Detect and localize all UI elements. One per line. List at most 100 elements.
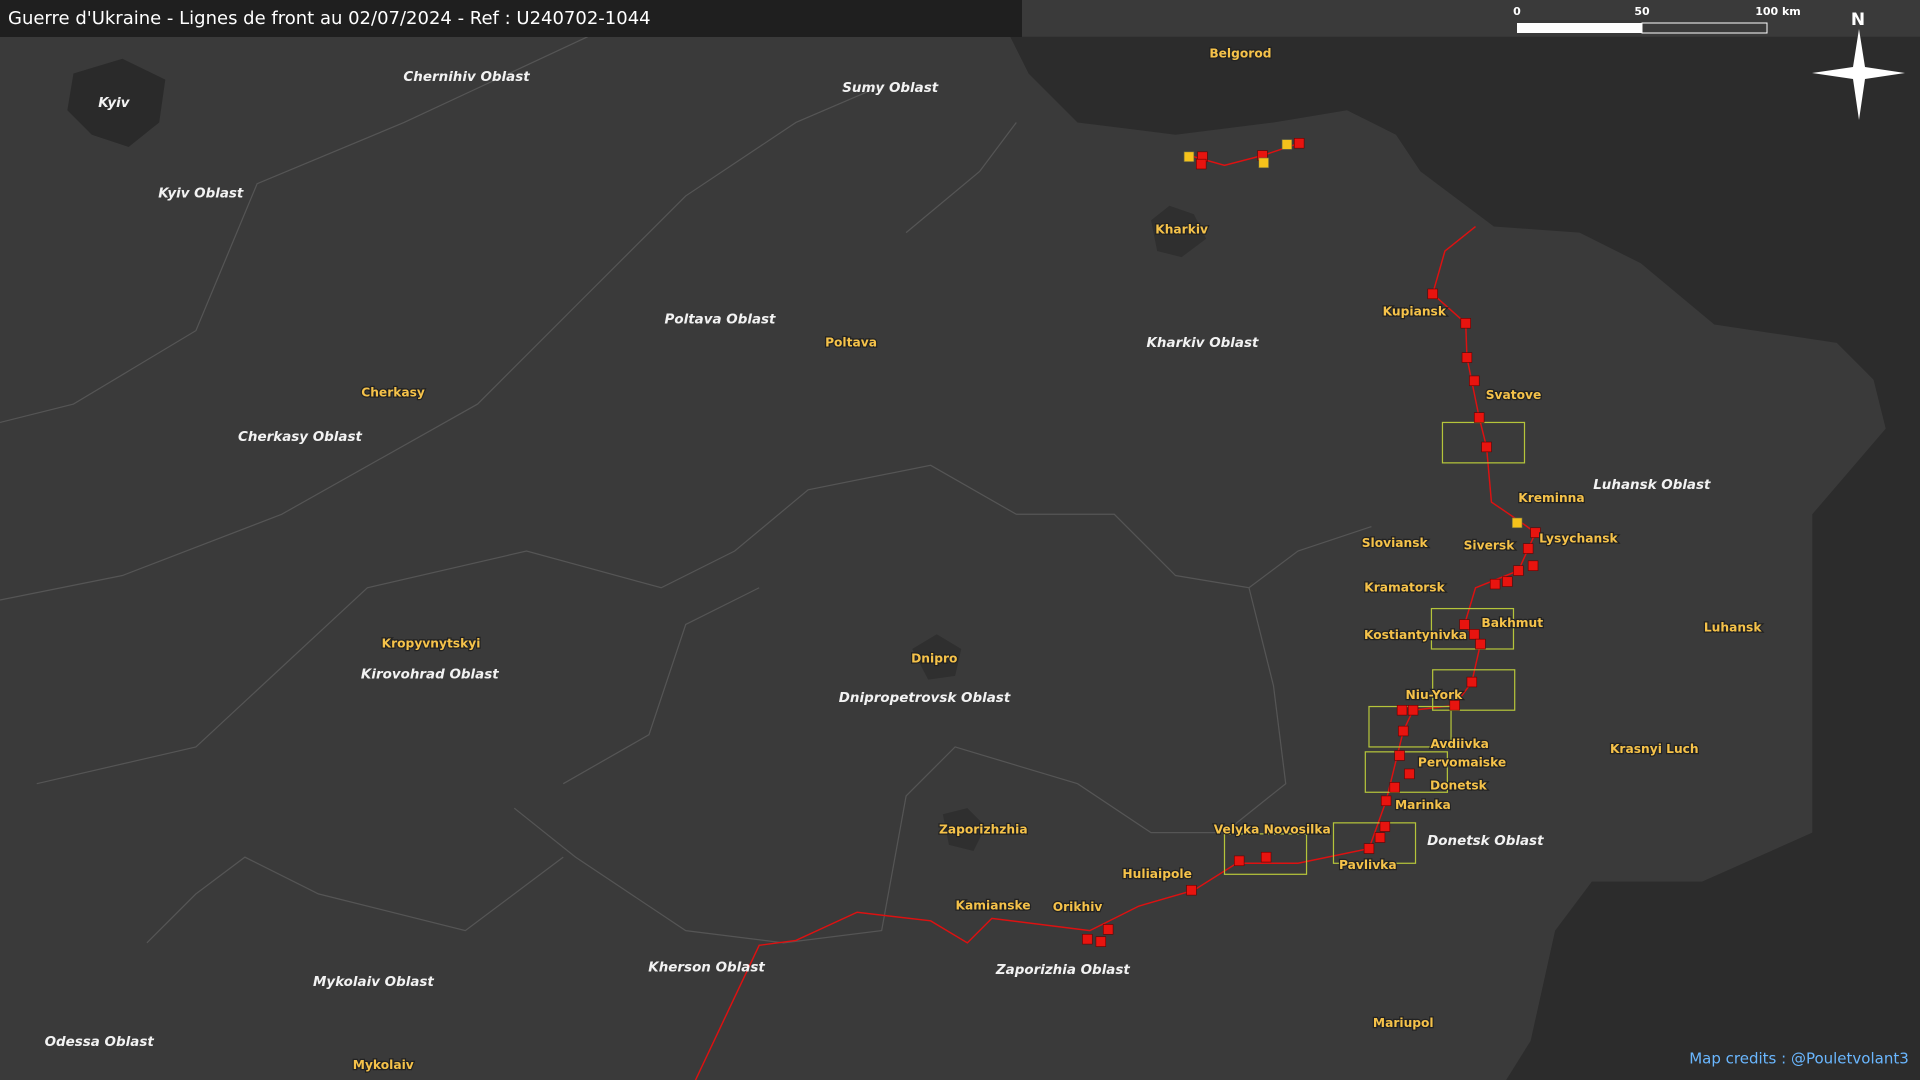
red-marker: [1469, 629, 1480, 640]
scale-label: 0: [1513, 5, 1521, 18]
red-marker: [1380, 795, 1392, 807]
city-label: Huliaipole: [1122, 867, 1191, 881]
red-marker: [1196, 158, 1207, 170]
red-marker: [1095, 936, 1107, 947]
city-label: Belgorod: [1209, 46, 1271, 60]
red-marker: [1389, 782, 1400, 793]
region-label: Kyiv: [98, 96, 130, 111]
dnipro-city: [912, 634, 962, 680]
red-marker: [1293, 138, 1305, 149]
oblast-border: [513, 587, 1287, 944]
kharkiv-city: [1151, 205, 1207, 258]
city-label: Avdiivka: [1430, 737, 1489, 751]
region-label: Kharkiv Oblast: [1146, 336, 1258, 351]
yellow-marker: [1511, 517, 1523, 529]
red-marker: [1379, 821, 1391, 832]
scale-bar: [1641, 22, 1768, 34]
region-label: Chernihiv Oblast: [403, 70, 530, 85]
focus-box: [1430, 607, 1515, 650]
region-label: Kirovohrad Oblast: [361, 668, 499, 683]
kyiv-city: [67, 58, 166, 147]
red-marker: [1186, 885, 1197, 896]
red-marker: [1530, 527, 1541, 538]
region-label: Sumy Oblast: [842, 81, 939, 96]
city-label: Bakhmut: [1481, 616, 1543, 630]
red-marker: [1460, 318, 1471, 329]
scale-bar: [1517, 23, 1642, 33]
red-marker: [1469, 375, 1480, 387]
red-marker: [1502, 576, 1513, 587]
red-marker: [1461, 352, 1473, 363]
red-marker: [1363, 843, 1375, 854]
red-marker: [1404, 768, 1415, 780]
city-label: Mykolaiv: [353, 1058, 414, 1072]
compass-label: N: [1851, 10, 1865, 30]
oblast-border: [562, 587, 760, 785]
red-marker: [1427, 288, 1438, 300]
city-label: Marinka: [1395, 798, 1451, 812]
title: Guerre d'Ukraine - Lignes de front au 02…: [8, 8, 651, 29]
city-label: Pavlivka: [1339, 858, 1397, 872]
red-marker: [1522, 543, 1534, 554]
scale-label: 100 km: [1755, 5, 1801, 18]
oblast-border: [0, 36, 589, 424]
red-marker: [1394, 750, 1405, 761]
red-marker: [1527, 560, 1539, 571]
city-label: Sloviansk: [1362, 536, 1429, 550]
city-label: Kupiansk: [1383, 305, 1447, 319]
markers: [1082, 138, 1541, 947]
city-label: Cherkasy: [361, 386, 425, 400]
red-marker: [1233, 855, 1245, 867]
region-label: Poltava Oblast: [665, 313, 777, 328]
red-marker: [1396, 705, 1408, 716]
red-marker: [1459, 619, 1470, 630]
oblast-border: [0, 85, 882, 601]
focus-box: [1432, 669, 1516, 711]
yellow-marker: [1183, 151, 1195, 162]
city-label: Lysychansk: [1539, 531, 1618, 545]
city-label: Pervomaiske: [1418, 755, 1506, 769]
city-label: Niu-York: [1406, 688, 1464, 702]
city-label: Kreminna: [1518, 491, 1584, 505]
region-label: Cherkasy Oblast: [238, 430, 362, 445]
red-marker: [1260, 851, 1272, 863]
city-label: Siversk: [1464, 539, 1516, 553]
region-label: Donetsk Oblast: [1427, 834, 1544, 849]
city-label: Poltava: [825, 335, 877, 349]
city-label: Kharkiv: [1155, 223, 1208, 237]
focus-box: [1223, 833, 1308, 875]
city-label: Donetsk: [1430, 779, 1488, 793]
city-label: Orikhiv: [1053, 900, 1103, 914]
focus-box: [1332, 822, 1417, 864]
title-bar: [0, 0, 1022, 37]
city-label: Kramatorsk: [1364, 580, 1445, 594]
zaporizhzhia-city: [942, 808, 986, 852]
red-marker: [1374, 832, 1386, 843]
front-line: [1193, 142, 1300, 167]
red-marker: [1449, 700, 1460, 711]
city-label: Kropyvnytskyi: [382, 637, 481, 651]
red-marker: [1481, 441, 1492, 453]
oblast-border: [36, 464, 1372, 785]
city-label: Mariupol: [1373, 1016, 1434, 1030]
compass-star: [1812, 29, 1905, 120]
city-label: Kamianske: [956, 899, 1031, 913]
red-marker: [1466, 676, 1478, 688]
red-marker: [1489, 578, 1501, 590]
red-marker: [1475, 638, 1486, 650]
city-label: Dnipro: [911, 651, 957, 665]
credits: Map credits : @Pouletvolant3: [1689, 1050, 1909, 1068]
red-marker: [1407, 705, 1419, 716]
red-marker: [1082, 933, 1093, 945]
region-label: Mykolaiv Oblast: [313, 975, 434, 990]
yellow-marker: [1258, 157, 1269, 169]
city-label: Luhansk: [1704, 621, 1762, 635]
red-marker: [1398, 725, 1409, 737]
red-marker: [1473, 412, 1485, 423]
region-label: Luhansk Oblast: [1593, 478, 1711, 493]
scale-label: 50: [1634, 5, 1650, 18]
focus-box: [1364, 751, 1448, 793]
region-label: Zaporizhia Oblast: [995, 963, 1130, 978]
